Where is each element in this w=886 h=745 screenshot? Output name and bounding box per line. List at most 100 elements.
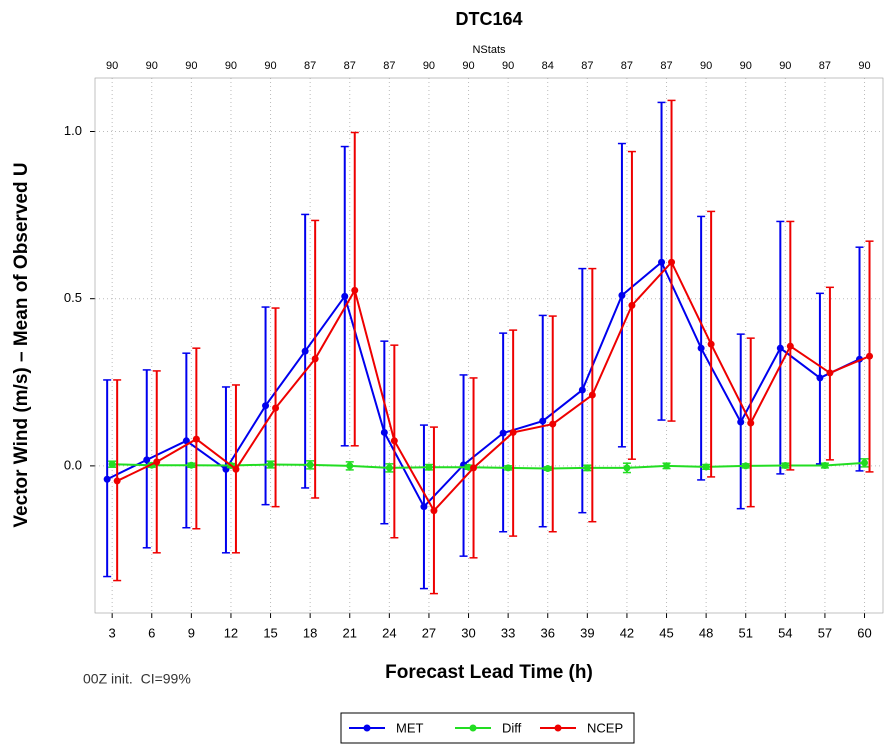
legend-marker (363, 724, 371, 732)
point (499, 429, 507, 437)
point (232, 465, 240, 473)
point (866, 352, 874, 360)
point (658, 258, 666, 266)
point (816, 374, 824, 382)
point (781, 462, 789, 470)
nstats-label: 87 (660, 60, 672, 72)
nstats-label: 87 (819, 60, 831, 72)
point (861, 459, 869, 467)
point (311, 355, 319, 363)
point (341, 292, 349, 300)
point (430, 507, 438, 515)
point (578, 386, 586, 394)
nstats-label: 87 (304, 60, 316, 72)
point (306, 461, 314, 469)
point (182, 437, 190, 445)
point (549, 420, 557, 428)
point (108, 460, 116, 468)
x-tick-label: 27 (422, 625, 436, 640)
point (539, 417, 547, 425)
nstats-label: 90 (423, 60, 435, 72)
x-tick-label: 45 (659, 625, 673, 640)
x-tick-label: 18 (303, 625, 317, 640)
x-tick-label: 39 (580, 625, 594, 640)
x-tick-label: 57 (818, 625, 832, 640)
nstats-label: 90 (146, 60, 158, 72)
point (113, 477, 121, 485)
point (143, 456, 151, 464)
y-tick-label: 0.0 (64, 457, 82, 472)
point (623, 464, 631, 472)
nstats-label: 90 (264, 60, 276, 72)
nstats-label: 90 (185, 60, 197, 72)
x-tick-label: 42 (620, 625, 634, 640)
point (742, 462, 750, 470)
x-tick-label: 6 (148, 625, 155, 640)
point (390, 437, 398, 445)
point (385, 464, 393, 472)
x-tick-label: 3 (109, 625, 116, 640)
x-tick-label: 54 (778, 625, 792, 640)
point (187, 461, 195, 469)
x-tick-label: 15 (263, 625, 277, 640)
point (504, 464, 512, 472)
point (346, 462, 354, 470)
point (425, 463, 433, 471)
plot-frame (94, 77, 884, 614)
point (509, 428, 517, 436)
point (470, 464, 478, 472)
point (301, 347, 309, 355)
point (272, 404, 280, 412)
x-tick-label: 9 (188, 625, 195, 640)
point (707, 340, 715, 348)
point (697, 344, 705, 352)
point (262, 402, 270, 410)
x-tick-label: 30 (461, 625, 475, 640)
nstats-label: 90 (225, 60, 237, 72)
series-line (116, 260, 870, 513)
nstats-label: 90 (858, 60, 870, 72)
nstats-label: 87 (344, 60, 356, 72)
chart-title: DTC164 (455, 9, 522, 29)
point (380, 428, 388, 436)
point (103, 475, 111, 483)
x-tick-label: 51 (738, 625, 752, 640)
legend-marker (554, 724, 562, 732)
nstats-label: 90 (106, 60, 118, 72)
point (351, 286, 359, 294)
nstats-label: 84 (542, 60, 554, 72)
nstats-label: 90 (462, 60, 474, 72)
point (668, 258, 676, 266)
point (776, 344, 784, 352)
point (267, 461, 275, 469)
point (663, 462, 671, 470)
point (786, 342, 794, 350)
point (826, 369, 834, 377)
legend-label: MET (396, 720, 424, 735)
legend-label: NCEP (587, 720, 623, 735)
nstats-label: 87 (581, 60, 593, 72)
nstats-label: 87 (383, 60, 395, 72)
point (821, 462, 829, 470)
nstats-label: 90 (700, 60, 712, 72)
x-axis-label: Forecast Lead Time (h) (385, 662, 593, 683)
point (544, 465, 552, 473)
top-axis-label: NStats (472, 44, 506, 56)
nstats-label: 90 (779, 60, 791, 72)
x-tick-label: 33 (501, 625, 515, 640)
point (588, 391, 596, 399)
series-line (106, 260, 860, 509)
x-tick-label: 60 (857, 625, 871, 640)
point (737, 418, 745, 426)
point (153, 458, 161, 466)
point (747, 419, 755, 427)
y-tick-label: 0.5 (64, 290, 82, 305)
nstats-label: 90 (502, 60, 514, 72)
nstats-label: 87 (621, 60, 633, 72)
x-tick-label: 12 (224, 625, 238, 640)
point (702, 463, 710, 471)
point (618, 291, 626, 299)
x-tick-label: 21 (343, 625, 357, 640)
x-tick-label: 24 (382, 625, 396, 640)
